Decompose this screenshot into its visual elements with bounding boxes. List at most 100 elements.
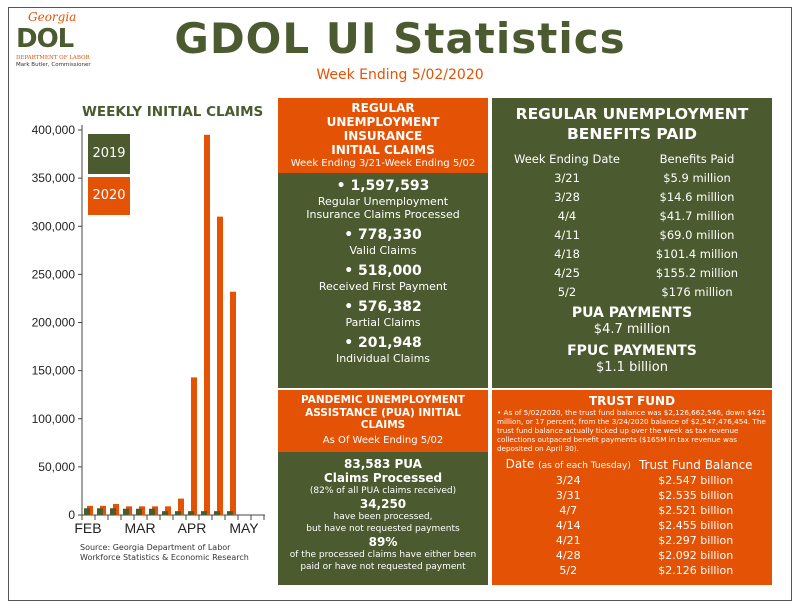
y-tick-label: 250,000 [32,267,76,281]
col-header: Date (as of each Tuesday) [505,457,633,473]
source-line: Workforce Statistics & Economic Research [80,553,249,562]
table-cell: $41.7 million [659,208,735,223]
benefits-heading: REGULAR UNEMPLOYMENT BENEFITS PAID [515,105,749,143]
table-cell: $5.9 million [663,170,731,185]
stat-label: Partial Claims [345,316,421,329]
regular-claims-heading: REGULAR UNEMPLOYMENT INSURANCE INITIAL C… [326,101,440,157]
logo: Georgia DOL DEPARTMENT OF LABOR Mark But… [16,10,96,69]
trust-fund-heading: TRUST FUND [588,394,676,408]
table-cell: $2.297 billion [658,534,734,547]
table-cell: $69.0 million [659,227,735,242]
y-tick-label: 300,000 [32,219,76,233]
col-header: Benefits Paid [659,151,735,166]
table-row: 4/4 $41.7 million [502,206,762,225]
pua-stats: 83,583 PUA Claims Processed (82% of all … [278,452,488,585]
pua-text: paid or have not requested payment [300,562,466,572]
date-header: Date [505,457,535,471]
table-cell: 4/14 [555,519,581,532]
bar-2020 [191,377,197,515]
chart-source: Source: Georgia Department of Labor Work… [80,543,249,563]
table-cell: 4/25 [554,265,580,280]
table-cell: 4/28 [555,549,581,562]
source-line: Source: Georgia Department of Labor [80,543,231,552]
y-tick-label: 400,000 [32,123,76,137]
table-row: 3/24 $2.547 billion [505,473,760,488]
pua-text: have been processed, [333,512,433,522]
bar-2019 [227,511,233,515]
stat-value: • 201,948 [344,335,422,351]
bar-2020 [204,134,210,515]
trust-fund-table: Date (as of each Tuesday) Trust Fund Bala… [505,457,760,578]
pua-payments-heading: PUA PAYMENTS [571,305,693,321]
page-subtitle: Week Ending 5/02/2020 [316,67,484,83]
table-row: 4/11 $69.0 million [502,225,762,244]
logo-commissioner: Mark Butler, Commissioner [16,62,91,68]
table-cell: $2.521 billion [658,504,734,517]
table-cell: 4/4 [557,208,577,223]
table-cell: $2.126 billion [658,564,734,577]
stat-label: Regular Unemployment Insurance Claims Pr… [306,195,460,221]
table-row: 4/28 $2.092 billion [505,548,760,563]
table-row: 3/31 $2.535 billion [505,488,760,503]
bar-2019 [175,511,181,515]
bar-2019 [149,508,155,515]
table-cell: 5/2 [559,564,578,577]
y-tick-label: 100,000 [32,412,76,426]
table-cell: 3/21 [554,170,580,185]
weekly-claims-chart: 0 50,000 100,000 150,000 200,000 250,000 300,0… [32,123,265,536]
table-row: 4/18 $101.4 million [502,244,762,263]
col-header: Week Ending Date [514,151,620,166]
y-tick-label: 0 [68,508,75,522]
table-row: 5/2 $176 million [502,282,762,301]
x-tick-label: MAY [229,520,259,536]
x-tick-label: MAR [124,520,155,536]
benefits-panel: REGULAR UNEMPLOYMENT BENEFITS PAID Week … [492,98,772,388]
table-cell: 4/7 [559,504,578,517]
fpuc-payments-value: $1.1 billion [596,360,668,375]
table-cell: $2.535 billion [658,489,734,502]
stat-value: • 576,382 [344,299,422,315]
legend-2020: 2020 [88,177,130,215]
logo-script: Georgia [28,10,77,24]
pua-text: but have not requested payments [306,524,460,534]
table-row: 3/28 $14.6 million [502,187,762,206]
stat-label: Individual Claims [335,352,431,365]
table-cell: $155.2 million [655,265,739,280]
pua-count-label: Claims Processed [323,471,443,485]
bar-2020 [230,291,236,515]
table-row: 3/21 $5.9 million [502,168,762,187]
trust-fund-text: • As of 5/02/2020, the trust fund balanc… [497,408,766,453]
regular-claims-header: REGULAR UNEMPLOYMENT INSURANCE INITIAL C… [278,98,488,173]
bar-2019 [201,511,207,515]
table-row: 4/21 $2.297 billion [505,533,760,548]
table-cell: $14.6 million [659,189,735,204]
pua-not-requested-count: 34,250 [359,497,407,511]
pua-count: 83,583 PUA [344,457,422,471]
bar-2020 [165,506,171,515]
bar-2020 [178,498,184,515]
bar-2019 [214,511,220,515]
table-cell: 3/24 [555,474,581,487]
table-row: 5/2 $2.126 billion [505,563,760,578]
pua-text: of the processed claims have either been [289,550,477,560]
stat-label: Received First Payment [318,280,448,293]
table-cell: $2.455 billion [658,519,734,532]
logo-dept: DEPARTMENT OF LABOR [16,55,90,61]
logo-main: DOL [16,24,74,54]
table-cell: 3/28 [554,189,580,204]
benefits-table: Week Ending Date Benefits Paid 3/21 $5.9 m… [502,149,762,301]
pua-payments-value: $4.7 million [593,322,671,337]
pua-pct-received: (82% of all PUA claims received) [309,486,457,496]
table-cell: $101.4 million [655,246,739,261]
chart-title: WEEKLY INITIAL CLAIMS [82,104,264,120]
stat-label: Valid Claims [349,244,417,257]
pua-pct: 89% [368,535,398,549]
page-frame [8,7,792,601]
table-cell: $176 million [661,284,733,299]
date-header-note: (as of each Tuesday) [538,461,631,471]
regular-claims-stats: • 1,597,593 Regular Unemployment Insuranc… [278,173,488,388]
pua-heading: PANDEMIC UNEMPLOYMENT ASSISTANCE (PUA) I… [301,394,465,431]
table-cell: 4/18 [554,246,580,261]
bar-2019 [136,508,142,515]
y-tick-label: 50,000 [38,460,75,474]
